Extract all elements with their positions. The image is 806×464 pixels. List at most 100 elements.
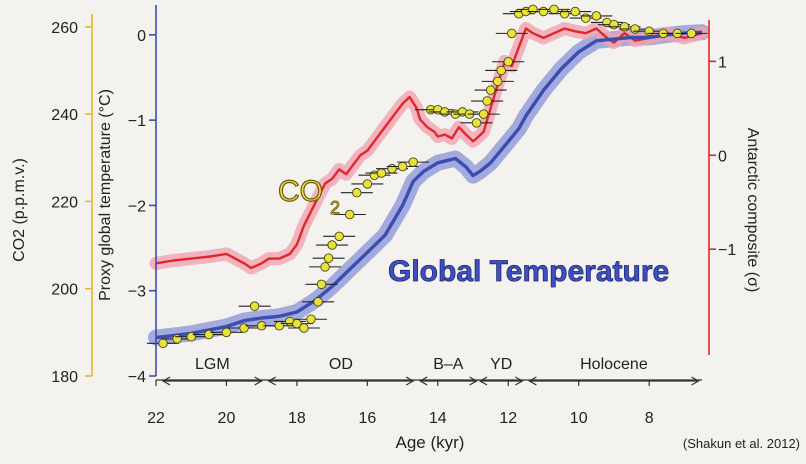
co2-point	[686, 28, 697, 39]
temperature-tick-label: −1	[128, 113, 146, 130]
temperature-annotation: Global Temperature	[388, 255, 669, 288]
antarctic-tick-label: −1	[718, 242, 736, 259]
temperature-tick-label: 0	[137, 28, 146, 45]
co2-annotation-subscript: 2	[330, 198, 340, 218]
co2-point	[619, 22, 630, 32]
co2-point	[172, 334, 182, 344]
co2-annotation: CO 2	[277, 174, 340, 218]
period-yd-arrow-right	[515, 376, 524, 386]
co2-point	[485, 85, 496, 95]
period-yd-label: YD	[490, 356, 512, 373]
co2-point	[503, 56, 514, 67]
co2-point	[492, 76, 503, 87]
period-lgm-arrow-right	[254, 376, 263, 386]
antarctic-composite-band	[149, 22, 709, 275]
co2-point	[344, 209, 355, 220]
co2-tick-label: 200	[51, 282, 78, 299]
global-temperature-band	[148, 24, 710, 346]
co2-tick-label: 220	[51, 194, 78, 211]
x-tick-label: 20	[218, 410, 236, 427]
period-b-a-arrow-right	[469, 376, 478, 386]
co2-point	[306, 314, 316, 325]
co2-point	[528, 4, 538, 15]
co2-tick-label: 180	[51, 369, 78, 386]
period-od-label: OD	[329, 356, 353, 373]
co2-point	[644, 26, 654, 36]
co2-axis-label: CO2 (p.p.m.v.)	[11, 158, 28, 262]
co2-point	[221, 327, 232, 338]
antarctic-tick-label: 0	[718, 148, 727, 165]
co2-points	[147, 4, 708, 349]
co2-point	[334, 231, 344, 242]
co2-annotation-text: CO	[278, 175, 323, 208]
antarctic-tick-label: 1	[718, 54, 727, 71]
co2-point	[581, 13, 591, 23]
co2-point	[376, 168, 387, 178]
axes: 22 20 18 16 14 12 10 8180200220240260−4−3−2−10−…	[51, 5, 736, 427]
co2-point	[478, 109, 489, 119]
period-b-a-arrow-left	[418, 376, 428, 386]
global-temperature-line	[155, 30, 703, 340]
x-tick-label: 12	[499, 410, 517, 427]
co2-point	[559, 8, 570, 19]
antarctic-composite-line	[155, 27, 703, 270]
period-b-a-label: B–A	[433, 356, 464, 373]
period-lgm-arrow-left	[161, 376, 171, 386]
co2-point	[274, 321, 285, 331]
co2-point	[186, 331, 196, 342]
co2-tick-label: 260	[51, 20, 78, 37]
co2-point	[204, 329, 214, 340]
co2-point	[570, 6, 580, 17]
co2-point	[538, 6, 549, 17]
co2-point	[630, 24, 640, 34]
temperature-uncertainty-band	[148, 24, 710, 346]
period-lgm-label: LGM	[195, 356, 230, 373]
co2-point	[397, 161, 408, 172]
x-tick-label: 8	[645, 410, 654, 427]
co2-point	[316, 279, 327, 290]
co2-point	[549, 4, 559, 15]
period-holocene-arrow-left	[528, 376, 537, 386]
global-temperature-line	[155, 30, 703, 340]
co2-point	[387, 163, 397, 174]
co2-tick-label: 240	[51, 107, 78, 124]
x-tick-label: 22	[147, 410, 165, 427]
period-od-arrow-right	[405, 376, 415, 386]
temperature-tick-label: −2	[128, 198, 146, 215]
co2-point	[239, 323, 249, 333]
x-axis-label: Age (kyr)	[396, 433, 465, 452]
co2-point	[327, 240, 337, 250]
co2-point	[609, 19, 619, 30]
co2-point	[591, 11, 602, 21]
credit-text: (Shakun et al. 2012)	[683, 436, 800, 451]
co2-point	[299, 323, 309, 333]
co2-point	[320, 262, 330, 272]
co2-point	[313, 297, 323, 307]
period-yd-arrow-left	[478, 376, 488, 386]
temperature-tick-label: −3	[128, 284, 146, 301]
co2-point	[323, 253, 334, 263]
co2-point	[352, 187, 362, 198]
co2-point	[408, 157, 418, 167]
x-tick-label: 10	[570, 410, 588, 427]
period-holocene-arrow-right	[691, 376, 700, 386]
plot-area	[147, 4, 710, 349]
period-od-arrow-left	[267, 376, 277, 386]
x-tick-label: 18	[288, 410, 306, 427]
temperature-tick-label: −4	[128, 369, 146, 386]
x-tick-label: 16	[358, 410, 376, 427]
antarctic-composite-line	[155, 27, 703, 270]
antarctic-uncertainty-band	[149, 22, 709, 275]
period-holocene-label: Holocene	[580, 356, 648, 373]
co2-point	[496, 65, 506, 76]
period-labels: LGM OD B–A YD Holocene	[161, 356, 700, 386]
co2-point	[482, 96, 492, 106]
antarctic-axis-label: Antarctic composite (σ)	[744, 128, 761, 293]
co2-point	[507, 28, 517, 39]
co2-point	[471, 118, 482, 128]
co2-point	[249, 301, 260, 311]
co2-point	[362, 179, 373, 189]
co2-point	[158, 338, 168, 349]
x-tick-label: 14	[429, 410, 447, 427]
